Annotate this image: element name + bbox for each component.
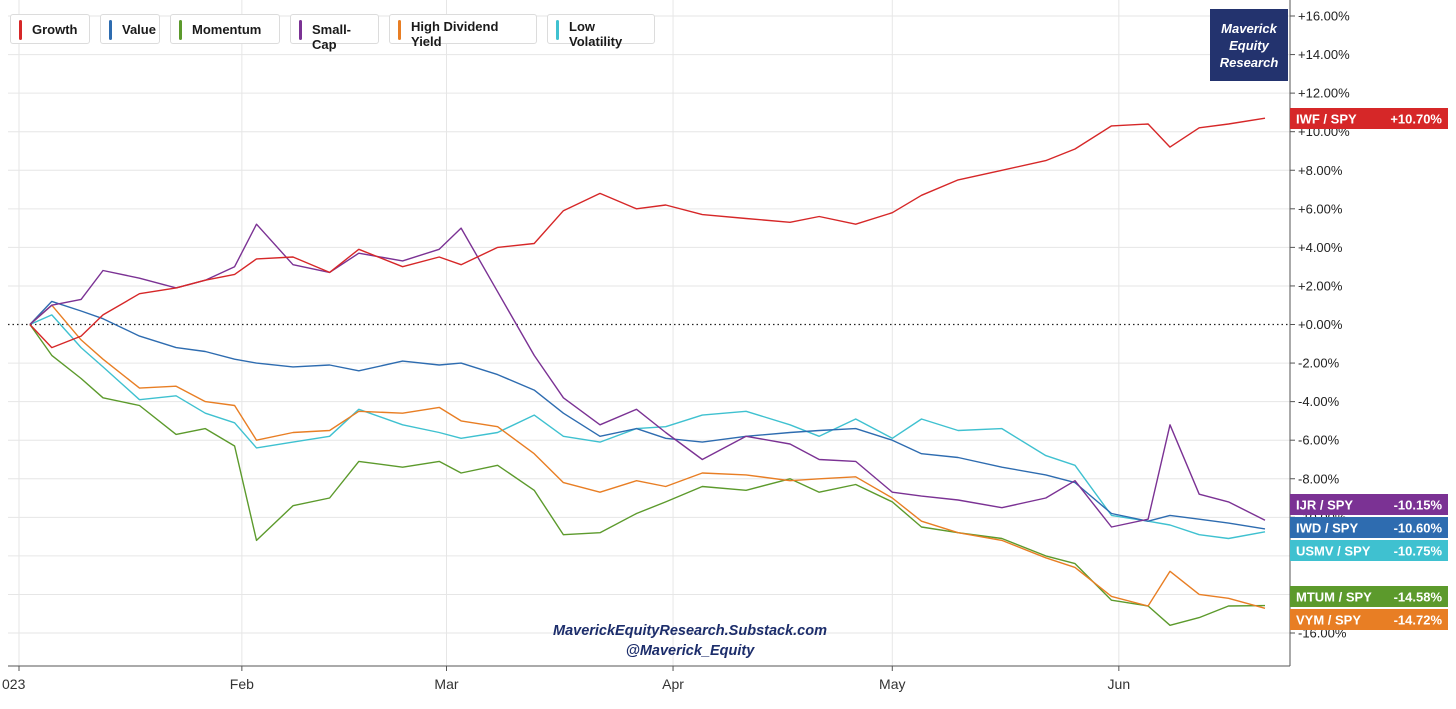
legend-swatch: [109, 20, 112, 40]
legend-item-value[interactable]: Value: [100, 14, 160, 44]
x-tick-label: Apr: [662, 676, 684, 692]
x-tick-label: 023: [2, 676, 26, 692]
series-line-value: [29, 300, 1266, 530]
y-tick-label: -8.00%: [1298, 471, 1340, 486]
legend-label: Value: [122, 22, 156, 37]
watermark: MaverickEquityResearch.Substack.com @Mav…: [500, 621, 880, 661]
series-line-growth: [29, 117, 1266, 349]
end-badge-ticker: MTUM / SPY: [1296, 590, 1372, 605]
x-tick-label: Feb: [230, 676, 254, 692]
y-tick-label: +6.00%: [1298, 201, 1343, 216]
end-badge-ticker: IWD / SPY: [1296, 521, 1358, 536]
legend-swatch: [398, 20, 401, 40]
brand-logo: Maverick Equity Research: [1210, 9, 1288, 81]
y-tick-label: +4.00%: [1298, 240, 1343, 255]
legend-label: Momentum: [192, 22, 262, 37]
legend-item-small-cap[interactable]: Small-Cap: [290, 14, 379, 52]
end-badge-value: +10.70%: [1390, 112, 1442, 127]
end-badge-vym: [1290, 609, 1448, 630]
legend-item-momentum[interactable]: Momentum: [170, 14, 280, 44]
end-badge-value: -14.72%: [1394, 613, 1443, 628]
series-line-momentum: [29, 324, 1266, 626]
legend-label: Growth: [32, 22, 78, 37]
legend-label: Small-Cap: [312, 22, 352, 52]
y-tick-label: -2.00%: [1298, 356, 1340, 371]
legend-item-low-volatility[interactable]: Low Volatility: [547, 14, 655, 49]
logo-line-2: Equity: [1229, 37, 1269, 53]
logo-line-1: Maverick: [1221, 20, 1277, 36]
legend-item-high-dividend-yield[interactable]: High Dividend Yield: [389, 14, 537, 49]
end-badge-mtum: [1290, 586, 1448, 607]
end-badge-usmv: [1290, 540, 1448, 561]
end-badge-ticker: IWF / SPY: [1296, 112, 1357, 127]
y-tick-label: +14.00%: [1298, 47, 1350, 62]
end-badge-value: -10.60%: [1394, 521, 1443, 536]
end-badge-value: -10.15%: [1394, 498, 1443, 513]
end-badge-iwd: [1290, 517, 1448, 538]
y-tick-label: +12.00%: [1298, 86, 1350, 101]
legend-swatch: [299, 20, 302, 40]
y-tick-label: +8.00%: [1298, 163, 1343, 178]
end-badge-value: -10.75%: [1394, 544, 1443, 559]
legend-swatch: [179, 20, 182, 40]
watermark-handle: @Maverick_Equity: [625, 643, 755, 659]
y-tick-label: +0.00%: [1298, 317, 1343, 332]
legend-label: Low Volatility: [569, 19, 623, 49]
end-badge-value: -14.58%: [1394, 590, 1443, 605]
end-badge-ticker: USMV / SPY: [1296, 544, 1371, 559]
legend-label: High Dividend Yield: [411, 19, 499, 49]
y-tick-label: +2.00%: [1298, 278, 1343, 293]
series-line-low-volatility: [29, 314, 1266, 540]
legend-item-growth[interactable]: Growth: [10, 14, 90, 44]
x-tick-label: Mar: [434, 676, 458, 692]
x-tick-label: Jun: [1108, 676, 1131, 692]
x-tick-label: May: [879, 676, 905, 692]
y-tick-label: -6.00%: [1298, 433, 1340, 448]
legend-swatch: [19, 20, 22, 40]
end-badge-ticker: IJR / SPY: [1296, 498, 1353, 513]
series-line-high-dividend-yield: [29, 304, 1266, 609]
legend-swatch: [556, 20, 559, 40]
series-line-small-cap: [29, 223, 1266, 528]
end-badge-ijr: [1290, 494, 1448, 515]
legend: Growth Value Momentum Small-Cap High Dividen…: [10, 14, 655, 52]
y-tick-label: +16.00%: [1298, 9, 1350, 24]
y-tick-label: -4.00%: [1298, 394, 1340, 409]
logo-line-3: Research: [1219, 54, 1279, 70]
end-badge-ticker: VYM / SPY: [1296, 613, 1361, 628]
watermark-site: MaverickEquityResearch.Substack.com: [552, 623, 827, 639]
end-badge-iwf: [1290, 108, 1448, 129]
